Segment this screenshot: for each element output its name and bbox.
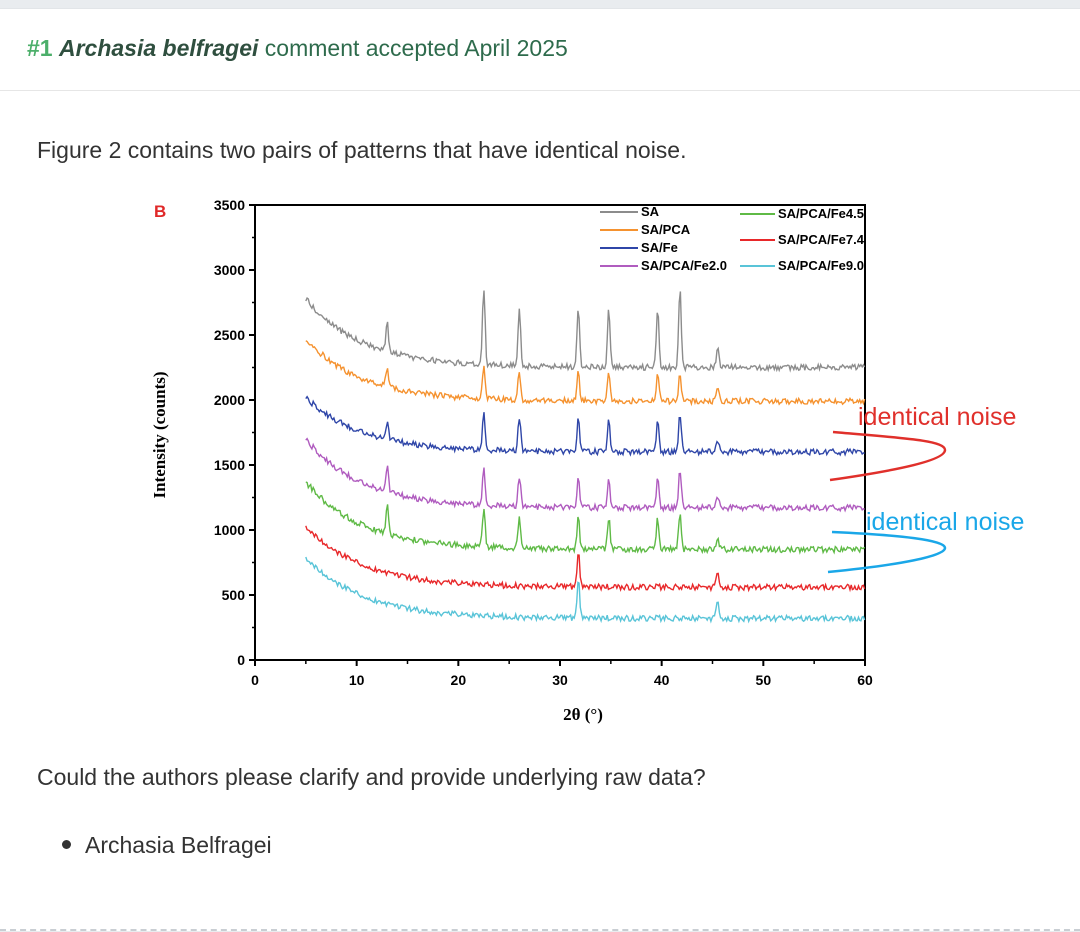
legend-label: SA/Fe <box>641 240 678 255</box>
x-tick-label: 20 <box>451 672 467 688</box>
annotation-arc-red <box>829 430 947 482</box>
series-line <box>305 395 865 457</box>
x-axis-label: 2θ (°) <box>563 705 603 724</box>
legend-label: SA/PCA <box>641 222 691 237</box>
y-tick-label: 2500 <box>214 327 245 343</box>
annotation-identical-noise-top: identical noise <box>858 403 1016 431</box>
y-tick-label: 1500 <box>214 457 245 473</box>
y-axis: 0 500 1000 1500 2000 2500 3000 3500 <box>214 197 255 668</box>
comment-header: #1 Archasia belfragei comment accepted A… <box>0 9 1080 91</box>
legend: SA SA/PCA SA/Fe SA/PCA/Fe2.0 SA/PCA/Fe4.5 SA/… <box>600 204 865 273</box>
y-tick-label: 2000 <box>214 392 245 408</box>
panel-label: B <box>154 202 166 221</box>
comment-number: #1 <box>27 35 53 61</box>
y-tick-label: 1000 <box>214 522 245 538</box>
plot-frame <box>254 204 866 661</box>
comment-status: comment accepted April 2025 <box>264 35 568 61</box>
series-line <box>305 525 866 593</box>
y-tick-label: 0 <box>237 652 245 668</box>
comment-title: #1 Archasia belfragei comment accepted A… <box>27 35 568 62</box>
y-tick-label: 3500 <box>214 197 245 213</box>
series-line <box>305 340 866 407</box>
x-tick-label: 30 <box>552 672 568 688</box>
legend-label: SA/PCA/Fe7.4 <box>778 232 865 247</box>
series-line <box>305 290 866 373</box>
y-tick-label: 500 <box>222 587 246 603</box>
legend-label: SA/PCA/Fe4.5 <box>778 206 864 221</box>
x-tick-label: 0 <box>251 672 259 688</box>
x-axis: 0 10 20 30 40 50 60 <box>251 660 873 688</box>
y-axis-label: Intensity (counts) <box>150 371 169 498</box>
comment-paragraph-1: Figure 2 contains two pairs of patterns … <box>37 137 687 163</box>
bullet-dot <box>62 840 71 850</box>
series-line <box>305 556 866 624</box>
x-tick-label: 40 <box>654 672 670 688</box>
comment-card: #1 Archasia belfragei comment accepted A… <box>0 8 1080 931</box>
x-tick-label: 50 <box>756 672 772 688</box>
legend-label: SA <box>641 204 660 219</box>
series-line <box>305 481 866 555</box>
x-tick-label: 10 <box>349 672 365 688</box>
comment-author[interactable]: Archasia belfragei <box>58 35 259 61</box>
annotation-arc-blue <box>827 530 947 574</box>
x-tick-label: 60 <box>857 672 873 688</box>
y-tick-label: 3000 <box>214 262 245 278</box>
signature-name: Archasia Belfragei <box>85 832 272 858</box>
dashed-divider <box>0 929 1080 931</box>
legend-label: SA/PCA/Fe2.0 <box>641 258 727 273</box>
annotation-identical-noise-bottom: identical noise <box>866 508 1024 536</box>
legend-label: SA/PCA/Fe9.0 <box>778 258 864 273</box>
signature-list-item: Archasia Belfragei <box>62 832 272 859</box>
comment-paragraph-2: Could the authors please clarify and pro… <box>37 764 706 790</box>
series-line <box>305 437 865 514</box>
series-group <box>305 290 866 624</box>
